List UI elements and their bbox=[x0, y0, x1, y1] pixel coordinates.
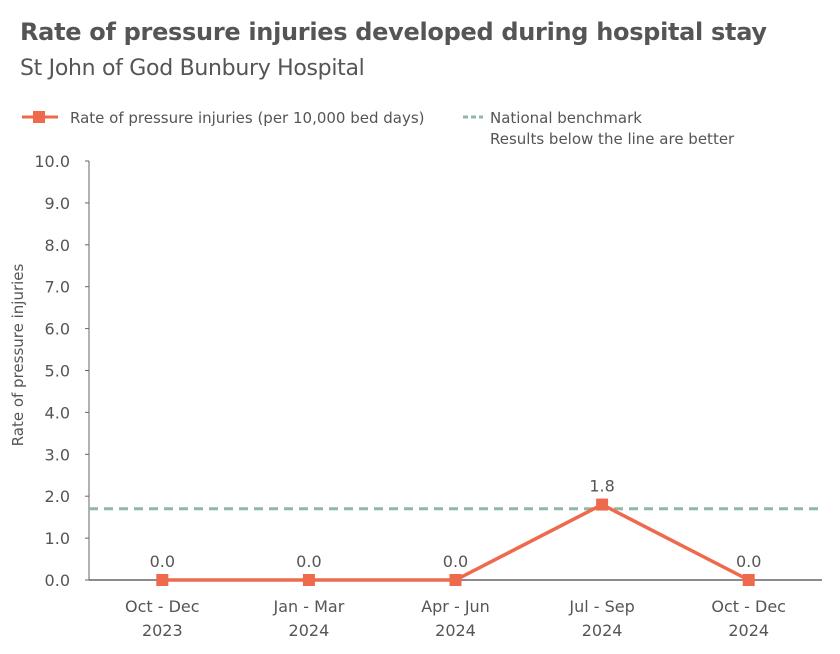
x-tick-label-year: 2023 bbox=[142, 621, 183, 640]
x-tick-label: Jan - Mar bbox=[273, 597, 345, 616]
legend-series-marker-icon bbox=[33, 111, 45, 123]
legend-series-label: Rate of pressure injuries (per 10,000 be… bbox=[70, 109, 425, 127]
y-tick-label: 9.0 bbox=[45, 194, 70, 213]
y-axis-label: Rate of pressure injuries bbox=[9, 263, 27, 446]
y-tick-label: 4.0 bbox=[45, 403, 70, 422]
data-point bbox=[596, 498, 609, 511]
y-tick-label: 1.0 bbox=[45, 529, 70, 548]
y-tick-label: 2.0 bbox=[45, 487, 70, 506]
x-tick-label-year: 2024 bbox=[728, 621, 769, 640]
data-point bbox=[449, 574, 462, 586]
x-tick-label-year: 2024 bbox=[435, 621, 476, 640]
y-tick-label: 10.0 bbox=[34, 152, 70, 171]
data-point bbox=[302, 574, 315, 586]
data-label: 0.0 bbox=[296, 552, 321, 571]
x-tick-label: Oct - Dec bbox=[711, 597, 786, 616]
y-tick-label: 8.0 bbox=[45, 236, 70, 255]
y-tick-label: 6.0 bbox=[45, 320, 70, 339]
y-tick-label: 5.0 bbox=[45, 362, 70, 381]
x-tick-label: Apr - Jun bbox=[421, 597, 490, 616]
data-point bbox=[156, 574, 169, 586]
legend: Rate of pressure injuries (per 10,000 be… bbox=[22, 109, 735, 148]
data-label: 0.0 bbox=[443, 552, 468, 571]
data-label: 0.0 bbox=[150, 552, 175, 571]
data-point bbox=[742, 574, 755, 586]
y-tick-label: 3.0 bbox=[45, 445, 70, 464]
x-tick-label: Oct - Dec bbox=[125, 597, 200, 616]
legend-benchmark-note: Results below the line are better bbox=[490, 130, 735, 148]
x-tick-label-year: 2024 bbox=[582, 621, 623, 640]
data-label: 1.8 bbox=[589, 477, 614, 496]
y-tick-label: 7.0 bbox=[45, 278, 70, 297]
legend-benchmark-label: National benchmark bbox=[490, 109, 642, 127]
x-tick-label: Jul - Sep bbox=[568, 597, 634, 616]
chart-title: Rate of pressure injuries developed duri… bbox=[20, 18, 767, 46]
chart-subtitle: St John of God Bunbury Hospital bbox=[20, 56, 365, 81]
y-tick-label: 0.0 bbox=[45, 571, 70, 590]
data-label: 0.0 bbox=[736, 552, 761, 571]
x-tick-label-year: 2024 bbox=[289, 621, 330, 640]
